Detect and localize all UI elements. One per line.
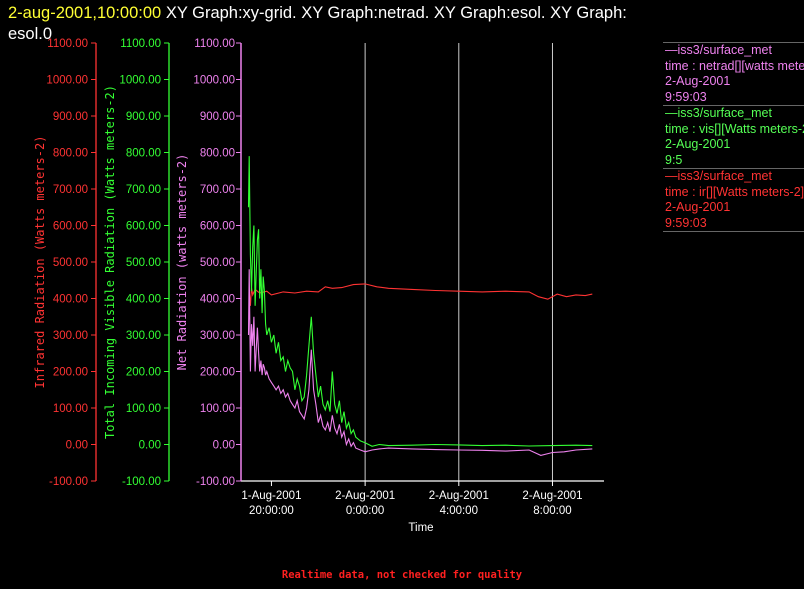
legend-source: —iss3/surface_met [665,169,772,183]
y-tick-label: 1000.00 [46,75,88,87]
legend-date: 2-Aug-2001 [665,200,731,214]
y-tick-label: 900.00 [200,111,235,123]
header-title-line1: XY Graph:xy-grid. XY Graph:netrad. XY Gr… [165,4,627,22]
y-tick-label: 100.00 [53,403,88,415]
x-tick-label-date: 1-Aug-2001 [241,490,301,502]
legend-date: 2-Aug-2001 [665,74,731,88]
y-tick-label: 200.00 [53,367,88,379]
legend-variable: time : ir[][Watts meters-2] [665,184,804,199]
y-tick-label: 600.00 [200,221,235,233]
legend: —iss3/surface_met time : netrad[][watts … [663,42,804,232]
y-tick-label: 0.00 [66,440,88,452]
legend-entry-ir: —iss3/surface_met time : ir[][Watts mete… [663,168,804,231]
y-tick-label: 1100.00 [120,38,161,50]
header-timestamp: 2-aug-2001,10:00:00 [8,4,162,22]
y-tick-label: 800.00 [200,148,235,160]
x-tick-label-date: 2-Aug-2001 [522,490,582,502]
y-tick-label: 500.00 [200,257,235,269]
y-tick-label: 500.00 [53,257,88,269]
legend-entry-vis: —iss3/surface_met time : vis[][Watts met… [663,105,804,168]
y-tick-label: 700.00 [53,184,88,196]
x-tick-label-time: 4:00:00 [440,505,478,517]
y-tick-label: 100.00 [126,403,161,415]
y-tick-label: 200.00 [200,367,235,379]
y-tick-label: 200.00 [126,367,161,379]
y-tick-label: 500.00 [126,257,161,269]
y-axis-title: Infrared Radiation (Watts meters-2) [33,136,47,389]
x-tick-label-time: 0:00:00 [346,505,384,517]
y-tick-label: 900.00 [126,111,161,123]
y-tick-label: 400.00 [126,294,161,306]
y-tick-label: 900.00 [53,111,88,123]
footer-note: Realtime data, not checked for quality [281,569,523,581]
legend-entry-netrad: —iss3/surface_met time : netrad[][watts … [663,42,804,105]
y-tick-label: 1000.00 [193,75,235,87]
y-tick-label: -100.00 [49,476,88,488]
y-axis-title: Net Radiation (watts meters-2) [175,154,189,371]
y-tick-label: 1100.00 [194,38,235,50]
y-tick-label: 1000.00 [119,75,161,87]
legend-time: 9:5 [665,152,683,167]
y-tick-label: 700.00 [126,184,161,196]
y-tick-label: 300.00 [200,330,235,342]
y-tick-label: 1100.00 [47,38,88,50]
y-tick-label: 400.00 [200,294,235,306]
y-tick-label: 0.00 [139,440,161,452]
legend-source: —iss3/surface_met [665,43,772,57]
y-tick-label: 600.00 [126,221,161,233]
series-line-vis [247,156,593,447]
legend-variable: time : netrad[][watts meters-2] [665,58,804,73]
y-axis-title: Total Incoming Visible Radiation (Watts … [103,85,117,439]
y-tick-label: 600.00 [53,221,88,233]
legend-date: 2-Aug-2001 [665,137,731,151]
y-tick-label: 800.00 [126,148,161,160]
header: 2-aug-2001,10:00:00 XY Graph:xy-grid. XY… [8,3,768,45]
series-line-netrad [247,269,593,456]
y-tick-label: -100.00 [122,476,161,488]
y-tick-label: 800.00 [53,148,88,160]
y-tick-label: 300.00 [126,330,161,342]
y-tick-label: -100.00 [196,476,235,488]
legend-bottom-rule [663,231,804,232]
x-tick-label-time: 20:00:00 [249,505,294,517]
legend-source: —iss3/surface_met [665,106,772,120]
legend-variable: time : vis[][Watts meters-2] [665,121,804,136]
x-tick-label-date: 2-Aug-2001 [429,490,489,502]
header-title-line2: esol.0 [8,25,53,43]
y-tick-label: 700.00 [200,184,235,196]
y-tick-label: 0.00 [213,440,235,452]
x-tick-label-time: 8:00:00 [533,505,571,517]
series-line-ir [248,283,593,306]
y-tick-label: 100.00 [200,403,235,415]
x-axis-title: Time [408,522,433,534]
legend-time: 9:59:03 [665,215,707,230]
y-tick-label: 400.00 [53,294,88,306]
x-tick-label-date: 2-Aug-2001 [335,490,395,502]
legend-time: 9:59:03 [665,89,707,104]
y-tick-label: 300.00 [53,330,88,342]
